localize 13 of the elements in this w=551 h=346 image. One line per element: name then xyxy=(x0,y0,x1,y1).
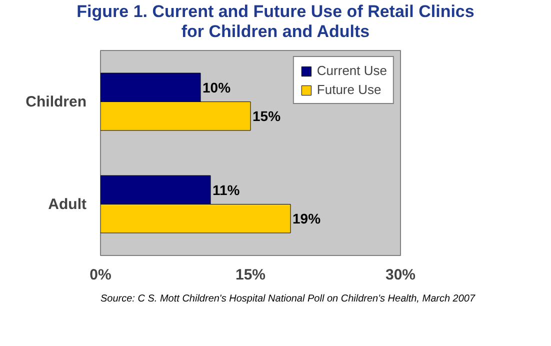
data-label: 19% xyxy=(292,210,322,227)
source-note: Source: C S. Mott Children's Hospital National Poll on Children's Health, March 2007 xyxy=(100,294,476,304)
legend-label: Future Use xyxy=(316,82,382,97)
chart-title: Figure 1. Current and Future Use of Retail Clinics for Children and Adults xyxy=(76,2,474,42)
y-tick-label: Children xyxy=(26,93,87,110)
data-label: 11% xyxy=(212,182,240,198)
data-label: 10% xyxy=(202,79,232,96)
y-tick-label: Adult xyxy=(48,196,87,213)
data-label: 15% xyxy=(252,108,282,124)
x-tick-label: 30% xyxy=(385,266,416,284)
x-tick-label: 15% xyxy=(235,266,266,284)
x-tick-label: 0% xyxy=(90,266,112,284)
legend-label: Current Use xyxy=(316,63,387,78)
